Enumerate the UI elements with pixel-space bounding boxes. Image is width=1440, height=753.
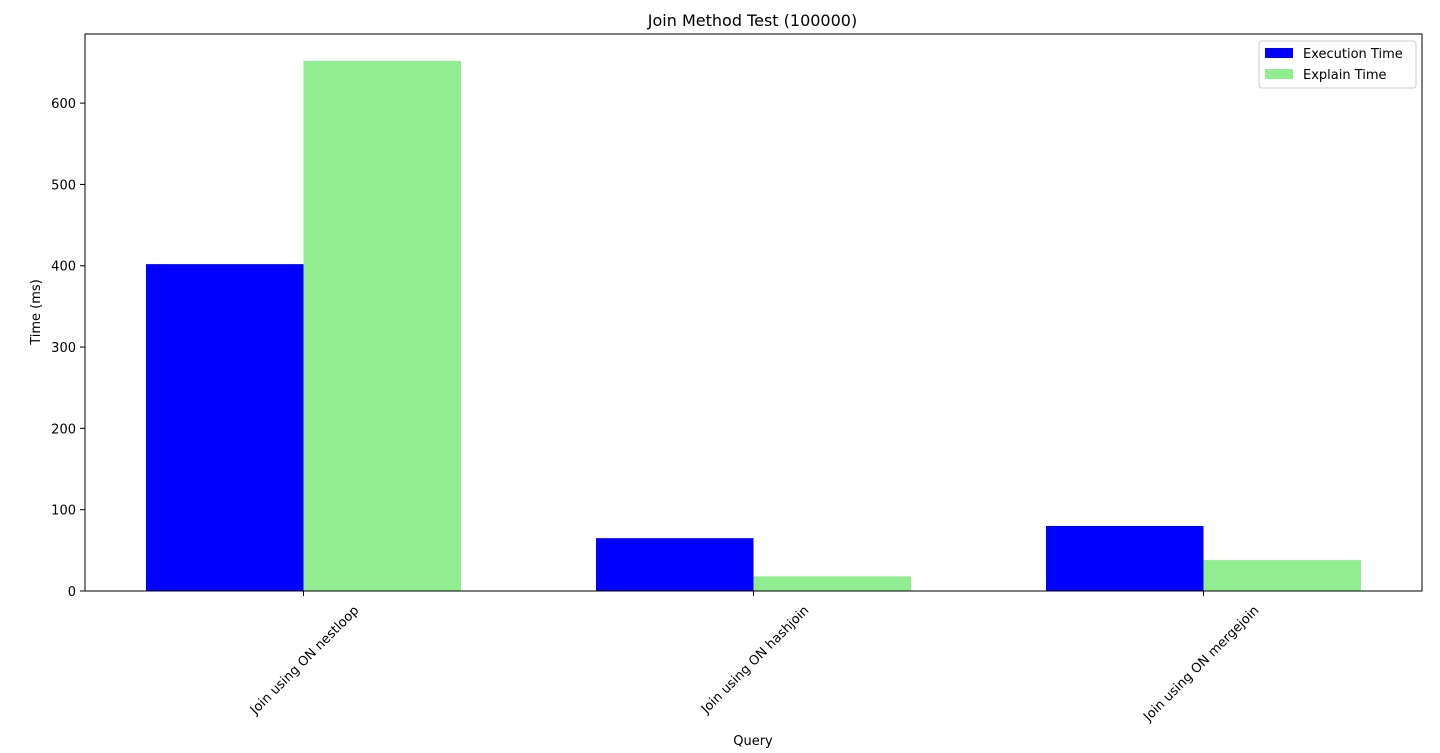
x-tick-label: Join using ON mergejoin	[1140, 603, 1262, 725]
bar-execution-time-2	[1046, 525, 1204, 591]
y-axis-title: Time (ms)	[29, 279, 44, 346]
chart-title: Join Method Test (100000)	[647, 11, 857, 30]
legend-swatch	[1265, 69, 1293, 79]
x-axis: Join using ON nestloop Join using ON hash…	[247, 591, 1262, 725]
y-tick-label: 400	[51, 260, 76, 275]
legend-swatch	[1265, 48, 1293, 58]
x-tick-label: Join using ON nestloop	[247, 603, 362, 718]
legend-label: Execution Time	[1303, 47, 1403, 62]
bar-explain-time-2	[1203, 560, 1361, 591]
y-tick-label: 100	[51, 504, 76, 519]
legend-box	[1258, 40, 1417, 89]
bar-explain-time-0	[303, 60, 461, 592]
y-axis: 0 100 200 300 400 500 600	[51, 97, 85, 600]
plot-frame	[84, 33, 1423, 592]
bar-execution-time-0	[146, 264, 304, 591]
y-tick-label: 0	[68, 585, 76, 600]
y-tick-label: 500	[51, 178, 76, 193]
y-tick-label: 600	[51, 97, 76, 112]
bar-explain-time-1	[753, 576, 911, 591]
x-axis-title: Query	[733, 734, 773, 749]
legend-label: Explain Time	[1303, 68, 1387, 83]
bar-execution-time-1	[596, 538, 754, 591]
legend: Execution Time Explain Time	[1258, 40, 1417, 89]
x-tick-label: Join using ON hashjoin	[698, 603, 812, 717]
y-tick-label: 300	[51, 341, 76, 356]
y-tick-label: 200	[51, 422, 76, 437]
bars-group	[146, 60, 1361, 592]
